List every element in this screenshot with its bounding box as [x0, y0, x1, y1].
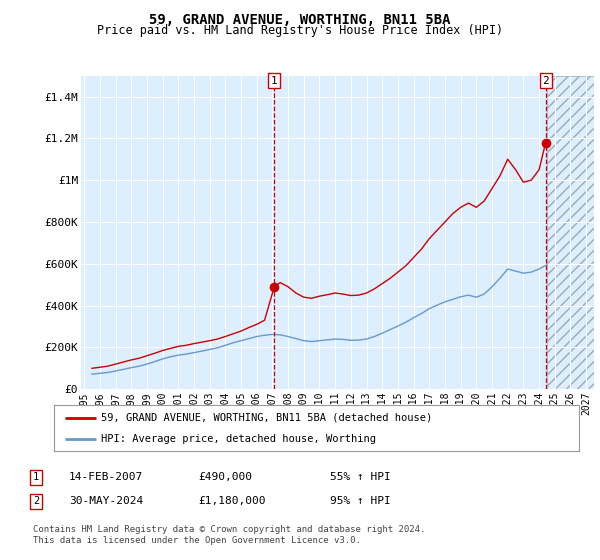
- Bar: [547, 76, 594, 389]
- Text: 59, GRAND AVENUE, WORTHING, BN11 5BA (detached house): 59, GRAND AVENUE, WORTHING, BN11 5BA (de…: [101, 413, 433, 423]
- Text: 55% ↑ HPI: 55% ↑ HPI: [330, 472, 391, 482]
- Text: HPI: Average price, detached house, Worthing: HPI: Average price, detached house, Wort…: [101, 435, 376, 444]
- Text: 30-MAY-2024: 30-MAY-2024: [69, 496, 143, 506]
- Text: 2: 2: [33, 496, 39, 506]
- Text: Price paid vs. HM Land Registry's House Price Index (HPI): Price paid vs. HM Land Registry's House …: [97, 24, 503, 37]
- Text: 59, GRAND AVENUE, WORTHING, BN11 5BA: 59, GRAND AVENUE, WORTHING, BN11 5BA: [149, 13, 451, 27]
- Text: 1: 1: [33, 472, 39, 482]
- Text: £490,000: £490,000: [198, 472, 252, 482]
- Text: £1,180,000: £1,180,000: [198, 496, 265, 506]
- Text: 1: 1: [271, 76, 278, 86]
- Text: 14-FEB-2007: 14-FEB-2007: [69, 472, 143, 482]
- Text: Contains HM Land Registry data © Crown copyright and database right 2024.
This d: Contains HM Land Registry data © Crown c…: [33, 525, 425, 545]
- Text: 95% ↑ HPI: 95% ↑ HPI: [330, 496, 391, 506]
- Text: 2: 2: [542, 76, 549, 86]
